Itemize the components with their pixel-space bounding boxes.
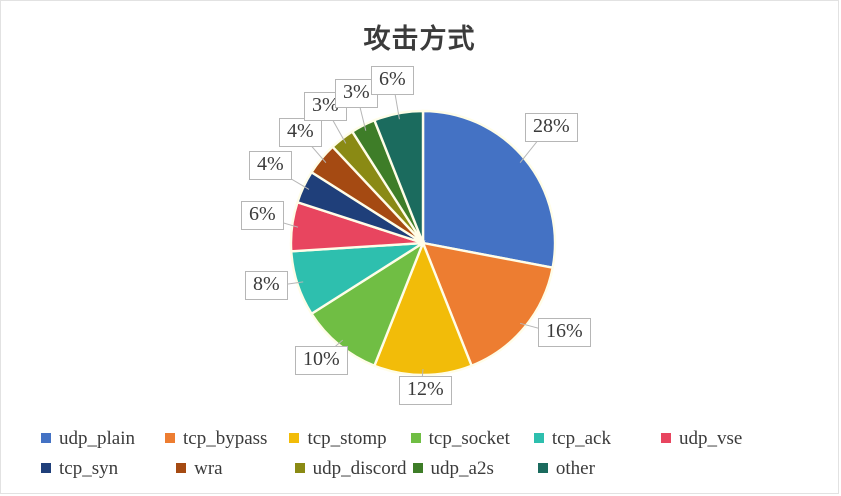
data-label-tcp_syn[interactable]: 4% xyxy=(249,151,292,180)
legend-label: udp_vse xyxy=(678,427,743,449)
legend-item-tcp_syn[interactable]: tcp_syn xyxy=(41,459,118,478)
data-label-tcp_stomp[interactable]: 12% xyxy=(399,376,452,405)
legend-item-wra[interactable]: wra xyxy=(176,457,223,479)
legend-swatch-icon xyxy=(289,433,300,443)
data-label-tcp_bypass[interactable]: 16% xyxy=(538,318,591,347)
legend-item-udp_a2s[interactable]: udp_a2s xyxy=(412,457,494,479)
data-label-other[interactable]: 6% xyxy=(371,66,414,95)
legend-item-tcp_socket[interactable]: tcp_socket xyxy=(410,427,510,449)
chart-legend: udp_plain tcp_bypass tcp_stomp tcp_socket tc… xyxy=(1,423,838,483)
data-label-tcp_ack[interactable]: 8% xyxy=(245,271,288,300)
legend-label: tcp_syn xyxy=(59,457,119,479)
legend-swatch-icon xyxy=(294,463,305,473)
legend-item-udp_vse[interactable]: udp_vse xyxy=(660,427,743,449)
pie-chart-svg xyxy=(262,81,561,393)
legend-label: tcp_socket xyxy=(428,427,510,449)
data-label-udp_plain[interactable]: 28% xyxy=(525,113,578,142)
legend-swatch-icon xyxy=(537,463,548,473)
legend-label: udp_plain xyxy=(59,427,135,449)
legend-label: other xyxy=(555,457,595,479)
pie-slice-udp_plain[interactable] xyxy=(421,109,557,270)
legend-label: tcp_stomp xyxy=(307,427,387,449)
chart-title: 攻击方式 xyxy=(363,24,476,54)
legend-item-tcp_ack[interactable]: tcp_ack xyxy=(533,427,611,449)
legend-label: udp_a2s xyxy=(430,457,494,479)
legend-row-2: tcp_syn wra udp_discord udp_a2s other xyxy=(41,453,798,483)
legend-label: tcp_bypass xyxy=(183,427,268,449)
legend-swatch-icon xyxy=(533,433,544,443)
legend-swatch-icon xyxy=(660,433,671,443)
pie-slices xyxy=(289,109,557,377)
legend-item-udp_discord[interactable]: udp_discord xyxy=(294,457,407,479)
legend-item-tcp_bypass[interactable]: tcp_bypass xyxy=(165,429,267,448)
data-label-tcp_socket[interactable]: 10% xyxy=(295,346,348,375)
legend-row-1: udp_plain tcp_bypass tcp_stomp tcp_socket tc… xyxy=(41,423,798,453)
pie-plot-area: 28% 16% 12% 10% 8% 6% 4% 4% 3% 3% 6% xyxy=(1,56,838,411)
legend-item-udp_plain[interactable]: udp_plain xyxy=(41,429,135,448)
legend-item-tcp_stomp[interactable]: tcp_stomp xyxy=(289,427,387,449)
legend-swatch-icon xyxy=(412,463,423,473)
pie-slice-tcp_socket[interactable] xyxy=(309,240,426,368)
pie-slice-tcp_stomp[interactable] xyxy=(372,239,474,377)
legend-swatch-icon xyxy=(41,433,51,443)
data-label-udp_vse[interactable]: 6% xyxy=(241,201,284,230)
data-label-wra[interactable]: 4% xyxy=(279,118,322,147)
pie-slice-tcp_bypass[interactable] xyxy=(421,241,555,368)
legend-label: udp_discord xyxy=(312,457,407,479)
legend-swatch-icon xyxy=(410,433,421,443)
legend-swatch-icon xyxy=(176,463,187,473)
legend-label: wra xyxy=(194,457,223,479)
legend-item-other[interactable]: other xyxy=(537,457,595,479)
legend-label: tcp_ack xyxy=(551,427,611,449)
legend-swatch-icon xyxy=(41,463,51,473)
legend-swatch-icon xyxy=(165,433,175,443)
